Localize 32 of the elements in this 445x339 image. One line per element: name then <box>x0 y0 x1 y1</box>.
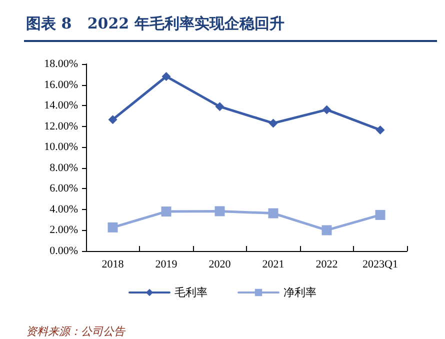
y-tick-label: 4.00% <box>50 203 78 216</box>
y-tick-label: 18.00% <box>44 58 78 70</box>
y-tick-label: 0.00% <box>50 245 78 257</box>
x-tick-label: 2020 <box>208 258 232 270</box>
chart-title: 图表 8 2022 年毛利率实现企稳回升 <box>26 14 284 32</box>
y-tick-label: 12.00% <box>44 120 78 132</box>
point <box>376 125 385 134</box>
point <box>215 102 224 112</box>
y-tick-label: 2.00% <box>50 224 78 236</box>
y-tick-label: 10.00% <box>44 141 78 154</box>
point <box>268 208 278 218</box>
point <box>108 222 118 232</box>
point <box>214 206 225 216</box>
y-tick-label: 14.00% <box>44 100 78 112</box>
y-tick-label: 8.00% <box>50 162 78 174</box>
x-tick-label: 2023Q1 <box>362 258 398 270</box>
point <box>162 72 171 81</box>
legend-label: 毛利率 <box>174 286 208 299</box>
legend-label: 净利率 <box>284 286 316 299</box>
y-tick-label: 16.00% <box>44 78 78 91</box>
x-tick-label: 2018 <box>102 258 124 270</box>
point <box>322 225 332 236</box>
y-tick-label: 6.00% <box>50 182 78 195</box>
x-tick-label: 2019 <box>155 258 178 270</box>
point <box>268 118 278 128</box>
point <box>375 210 386 220</box>
x-tick-label: 2021 <box>262 258 284 270</box>
point <box>108 115 118 124</box>
text: 资料来源：公司公告 <box>26 325 126 338</box>
x-tick-label: 2022 <box>316 258 338 270</box>
point <box>322 105 332 114</box>
point <box>161 206 172 217</box>
